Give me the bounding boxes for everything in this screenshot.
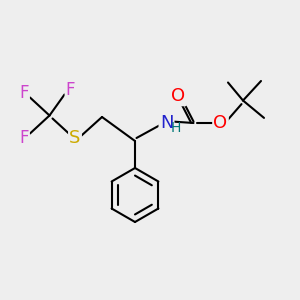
Text: O: O (171, 87, 186, 105)
Text: S: S (69, 129, 81, 147)
Text: F: F (19, 84, 29, 102)
Text: F: F (66, 81, 75, 99)
Text: F: F (19, 129, 29, 147)
Text: H: H (171, 122, 181, 135)
Text: N: N (160, 114, 173, 132)
Text: O: O (213, 114, 228, 132)
